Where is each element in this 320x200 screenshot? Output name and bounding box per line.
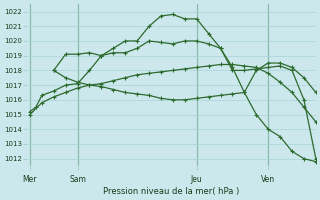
X-axis label: Pression niveau de la mer( hPa ): Pression niveau de la mer( hPa )	[103, 187, 239, 196]
